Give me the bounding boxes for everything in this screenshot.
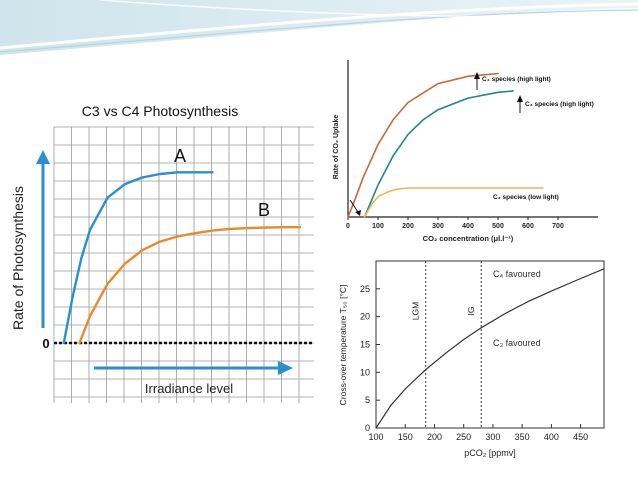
series-label-a: A bbox=[174, 146, 186, 166]
crossover-temperature-chart: 100 150 200 250 300 350 400 450 0 5 10 15 20 25 Cross… bbox=[330, 255, 610, 460]
co2-uptake-svg: Rate of CO₂ Uptake 0 100 200 300 400 500 600 70… bbox=[333, 60, 598, 243]
x-axis-label: CO₂ concentration (μl.l⁻¹) bbox=[423, 234, 514, 243]
crossover-curve bbox=[375, 268, 605, 429]
x-tick-label: 0 bbox=[346, 223, 350, 230]
x-tick-label: 400 bbox=[544, 432, 559, 442]
x-tick-label: 150 bbox=[398, 432, 413, 442]
series-label-b: B bbox=[258, 200, 270, 220]
y-axis-label: Rate of CO₂ Uptake bbox=[333, 115, 340, 180]
x-axis-label: Irradiance level bbox=[145, 381, 233, 396]
compensation-arrow bbox=[349, 199, 359, 213]
origin-label: 0 bbox=[42, 336, 49, 351]
crossover-svg: 100 150 200 250 300 350 400 450 0 5 10 15 20 25 Cross… bbox=[338, 260, 605, 458]
x-tick-label: 100 bbox=[368, 432, 383, 442]
x-tick-label: 200 bbox=[427, 432, 442, 442]
y-tick-label: 20 bbox=[360, 312, 370, 322]
x-tick-label: 500 bbox=[492, 223, 504, 230]
c4-high-text: C₄ species (high light) bbox=[482, 76, 551, 83]
x-tick-label: 350 bbox=[515, 432, 530, 442]
header-banner bbox=[0, 0, 638, 55]
y-axis-label: Cross-over temperature T₅₀ [°C] bbox=[338, 285, 348, 406]
x-tick-label: 300 bbox=[432, 223, 444, 230]
x-tick-label: 100 bbox=[372, 223, 384, 230]
c4-favoured-label: C₄ favoured bbox=[493, 269, 541, 279]
c4-high-line bbox=[347, 72, 499, 218]
x-tick-label: 200 bbox=[402, 223, 414, 230]
vline-label-lgm: LGM bbox=[411, 302, 421, 320]
y-tick-label: 25 bbox=[360, 284, 370, 294]
x-tick-label: 250 bbox=[456, 432, 471, 442]
plot-frame bbox=[375, 260, 605, 429]
y-axis-label: Rate of Photosynthesis bbox=[12, 186, 26, 330]
x-tick-label: 700 bbox=[552, 223, 564, 230]
c3-low-line bbox=[363, 187, 544, 218]
x-tick-label: 600 bbox=[522, 223, 534, 230]
co2-uptake-chart: Rate of CO₂ Uptake 0 100 200 300 400 500 600 70… bbox=[328, 55, 610, 245]
x-tick-label: 400 bbox=[462, 223, 474, 230]
label-c4-high: C₄ species (high light) bbox=[474, 72, 551, 90]
c3-high-line bbox=[363, 90, 514, 218]
label-c3-high: C₃ species (high light) bbox=[517, 95, 594, 113]
y-tick-label: 10 bbox=[360, 367, 370, 377]
x-tick-label: 300 bbox=[485, 432, 500, 442]
c3-high-arrow-head bbox=[517, 95, 523, 102]
c3-favoured-label: C₃ favoured bbox=[493, 338, 541, 348]
compensation-arrow-head bbox=[355, 210, 361, 216]
y-arrow-head bbox=[36, 150, 50, 164]
y-tick-label: 5 bbox=[365, 395, 370, 405]
x-arrow-head bbox=[278, 361, 293, 375]
grid bbox=[53, 126, 314, 403]
y-tick-label: 15 bbox=[360, 340, 370, 350]
c3-vs-c4-svg: C3 vs C4 Photosynthesis Rate of Photosyn… bbox=[10, 103, 314, 403]
series-line-b bbox=[78, 226, 302, 345]
c4-high-arrow-head bbox=[474, 72, 480, 79]
vline-label-ig: IG bbox=[466, 307, 476, 316]
y-tick-label: 0 bbox=[365, 423, 370, 433]
c3-high-text: C₃ species (high light) bbox=[525, 101, 594, 108]
x-tick-label: 450 bbox=[573, 432, 588, 442]
chart-title: C3 vs C4 Photosynthesis bbox=[82, 103, 238, 119]
series-line-a bbox=[62, 171, 214, 345]
c3-vs-c4-chart: C3 vs C4 Photosynthesis Rate of Photosyn… bbox=[10, 100, 314, 403]
c3-low-text: C₃ species (low light) bbox=[493, 194, 559, 201]
x-axis-label: pCO₂ [ppmv] bbox=[464, 448, 516, 458]
